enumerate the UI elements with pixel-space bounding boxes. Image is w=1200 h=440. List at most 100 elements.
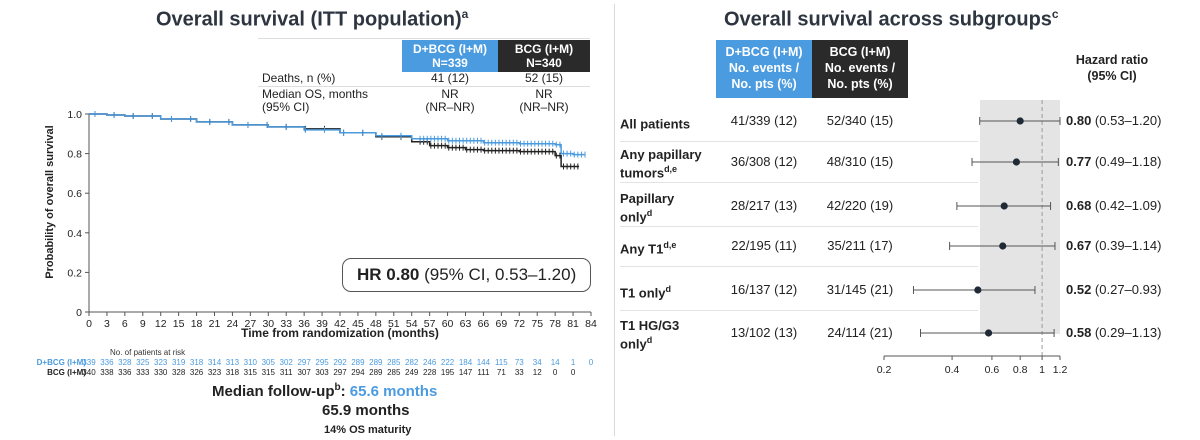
risk-title: No. of patients at risk [110, 348, 186, 357]
km-x-tick-label: 45 [352, 318, 364, 330]
forest-x-tick-label: 1 [1039, 364, 1045, 376]
risk-count: 0 [588, 358, 594, 367]
forest-hr-point [1016, 117, 1024, 125]
risk-count: 147 [458, 368, 473, 377]
km-x-tick-label: 72 [513, 318, 525, 330]
forest-plot: 0.2 0.4 0.6 0.8 1 1.2 [877, 100, 1068, 376]
subgroup-footnote: d [665, 284, 672, 294]
km-x-tick-label: 84 [585, 318, 597, 330]
risk-count: 33 [514, 368, 524, 377]
risk-count: 328 [118, 358, 132, 367]
table-header-dbcg: D+BCG (I+M) N=339 [402, 40, 498, 72]
km-curve-dbcg [89, 113, 586, 156]
risk-count: 318 [225, 368, 240, 377]
forest-x-tick-label: 1.2 [1053, 364, 1068, 376]
km-x-tick-label: 39 [316, 318, 328, 330]
subgroup-hr: 0.68 (0.42–1.09) [1066, 198, 1161, 213]
km-x-tick-label: 54 [406, 318, 418, 330]
km-x-tick-label: 3 [104, 318, 110, 330]
risk-count: 285 [387, 358, 401, 367]
km-x-tick-label: 12 [155, 318, 167, 330]
subgroup-label-line1: T1 only [620, 285, 666, 301]
km-y-tick-label: 0.4 [67, 228, 82, 240]
subgroup-label-line2: only [620, 209, 647, 225]
subgroup-events-bcg: 31/145 (21) [826, 282, 894, 297]
risk-count: 297 [333, 368, 347, 377]
km-x-tick-label: 51 [388, 318, 400, 330]
risk-count: 305 [261, 358, 275, 367]
subgroup-footnote: d,e [663, 240, 677, 250]
subgroup-label: Any papillary tumorsd,e [620, 147, 702, 180]
risk-count: 289 [351, 358, 365, 367]
subgroup-events-dbcg: 41/339 (12) [730, 113, 798, 128]
subgroup-header-hr: Hazard ratio (95% CI) [1075, 53, 1149, 83]
subgroup-label: All patients [620, 113, 690, 131]
risk-count: 302 [279, 358, 293, 367]
risk-count: 330 [154, 368, 168, 377]
risk-count: 111 [477, 368, 490, 377]
subgroup-events-bcg: 48/310 (15) [826, 154, 894, 169]
risk-count: 295 [315, 358, 329, 367]
km-x-tick-label: 36 [298, 318, 310, 330]
subgroup-events-bcg: 24/114 (21) [827, 325, 893, 340]
risk-count: 333 [136, 368, 150, 377]
row-separator [620, 266, 978, 267]
km-x-tick-label: 18 [191, 318, 203, 330]
km-y-axis-label: Probability of overall survival [44, 125, 56, 278]
km-y-tick-label: 0.6 [67, 188, 82, 200]
risk-count: 228 [422, 368, 437, 377]
panel-divider [614, 4, 615, 436]
risk-count: 336 [118, 368, 132, 377]
median-os-label: Median OS, months (95% CI) [262, 87, 369, 114]
table-top-line [258, 38, 590, 39]
risk-count: 1 [570, 358, 576, 367]
deaths-bcg: 52 (15) [524, 71, 564, 85]
risk-count: 297 [297, 358, 311, 367]
risk-count: 249 [405, 368, 419, 377]
km-x-tick-label: 33 [280, 318, 292, 330]
km-x-tick-label: 60 [442, 318, 454, 330]
km-y-tick-label: 0.8 [67, 149, 82, 161]
subgroup-events-dbcg: 13/102 (13) [730, 325, 798, 340]
risk-count: 318 [189, 358, 204, 367]
subgroup-label-line1: Any papillary [620, 147, 702, 162]
km-x-tick-label: 57 [424, 318, 436, 330]
subgroup-hr: 0.67 (0.39–1.14) [1066, 238, 1161, 253]
left-title: Overall survival (ITT population)a [156, 7, 469, 31]
risk-count: 313 [225, 358, 240, 367]
km-x-tick-label: 6 [122, 318, 128, 330]
subgroup-hr: 0.58 (0.29–1.13) [1066, 325, 1161, 340]
deaths-label: Deaths, n (%) [262, 71, 336, 85]
km-x-tick-label: 78 [549, 318, 561, 330]
km-x-tick-label: 63 [460, 318, 472, 330]
km-curves [89, 111, 586, 170]
risk-count: 307 [297, 368, 311, 377]
forest-hr-point [974, 286, 982, 294]
risk-count: 292 [333, 358, 347, 367]
km-x-tick-label: 81 [567, 318, 579, 330]
risk-count: 222 [440, 358, 455, 367]
risk-count: 319 [171, 358, 186, 367]
risk-count: 0 [552, 368, 558, 377]
km-chart: 0 3 6 9 12 15 18 21 24 27 30 33 36 39 42 45 48 51 54 57 60 63… [44, 109, 597, 340]
km-x-tick-label: 30 [262, 318, 274, 330]
subgroup-hr-ci: (0.29–1.13) [1091, 325, 1162, 340]
risk-count: 311 [279, 368, 293, 377]
row-separator [620, 141, 978, 142]
subgroup-events-bcg: 35/211 (17) [827, 238, 893, 253]
km-x-tick-label: 69 [496, 318, 508, 330]
km-x-tick-label: 21 [209, 318, 221, 330]
subgroup-hr-value: 0.67 [1066, 238, 1092, 253]
risk-count: 294 [351, 368, 365, 377]
right-title: Overall survival across subgroupsc [724, 7, 1059, 31]
hr-box: HR 0.80 (95% CI, 0.53–1.20) [342, 258, 592, 292]
km-x-tick-label: 24 [227, 318, 239, 330]
forest-hr-point [1012, 158, 1021, 166]
row-separator [620, 182, 978, 183]
subgroup-hr: 0.52 (0.27–0.93) [1066, 282, 1161, 297]
subgroup-header-dbcg: D+BCG (I+M) No. events / No. pts (%) [716, 40, 812, 98]
km-y-tick-label: 0.2 [67, 267, 82, 279]
forest-marks: 0.2 0.4 0.6 0.8 1 1.2 [877, 100, 1068, 376]
risk-label-bcg: BCG (I+M) [47, 368, 86, 377]
deaths-dbcg: 41 (12) [430, 71, 470, 85]
